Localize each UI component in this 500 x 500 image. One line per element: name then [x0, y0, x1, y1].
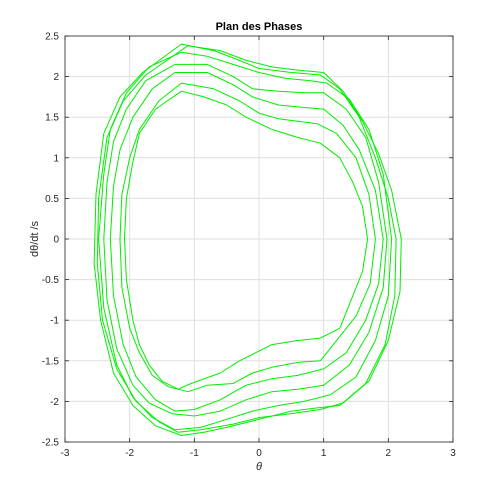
x-tick-label: -1 [190, 448, 199, 459]
phase-trajectories [93, 43, 402, 436]
x-tick-label: -3 [61, 448, 70, 459]
x-axis-label: θ [256, 461, 262, 473]
trajectory-line [98, 51, 393, 431]
x-tick-label: 1 [321, 448, 327, 459]
y-tick-label: -2.5 [42, 438, 60, 449]
y-tick-label: 1 [53, 153, 59, 164]
trajectory-line [103, 63, 388, 417]
x-tick-label: 0 [256, 448, 262, 459]
y-axis-label: dθ/dt /s [29, 220, 41, 257]
x-tick-label: -2 [125, 448, 134, 459]
trajectory-line [96, 45, 402, 433]
y-tick-label: 0 [53, 235, 59, 246]
x-tick-label: 2 [386, 448, 392, 459]
y-tick-label: 2 [53, 72, 59, 83]
y-tick-label: -1.5 [42, 356, 60, 367]
axis-ticks: -3 -2 -1 0 1 2 3 2.5 2 1.5 1 0.5 0 -0.5 -1 -1.5 -2 -2.5 [42, 32, 456, 460]
y-tick-label: -1 [50, 316, 59, 327]
trajectory-line [93, 43, 397, 436]
trajectory-line [124, 90, 369, 390]
y-tick-label: 2.5 [45, 32, 59, 43]
y-tick-label: -0.5 [42, 275, 60, 286]
y-tick-label: 1.5 [45, 113, 59, 124]
y-tick-label: 0.5 [45, 194, 59, 205]
chart-title: Plan des Phases [216, 21, 303, 33]
trajectory-line [119, 82, 376, 393]
x-tick-label: 3 [450, 448, 456, 459]
trajectory-line [109, 72, 384, 412]
y-tick-label: -2 [50, 397, 59, 408]
